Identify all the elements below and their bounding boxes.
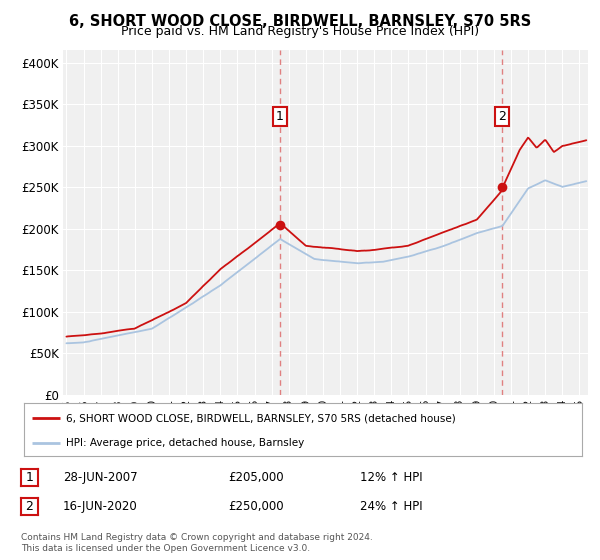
Text: 1: 1 bbox=[276, 110, 284, 123]
Text: Contains HM Land Registry data © Crown copyright and database right 2024.
This d: Contains HM Land Registry data © Crown c… bbox=[21, 533, 373, 553]
Text: 6, SHORT WOOD CLOSE, BIRDWELL, BARNSLEY, S70 5RS: 6, SHORT WOOD CLOSE, BIRDWELL, BARNSLEY,… bbox=[69, 14, 531, 29]
Text: 28-JUN-2007: 28-JUN-2007 bbox=[63, 470, 137, 484]
Text: HPI: Average price, detached house, Barnsley: HPI: Average price, detached house, Barn… bbox=[66, 438, 304, 448]
Text: £250,000: £250,000 bbox=[228, 500, 284, 514]
Text: Price paid vs. HM Land Registry's House Price Index (HPI): Price paid vs. HM Land Registry's House … bbox=[121, 25, 479, 38]
Text: 16-JUN-2020: 16-JUN-2020 bbox=[63, 500, 138, 514]
Text: £205,000: £205,000 bbox=[228, 470, 284, 484]
Text: 24% ↑ HPI: 24% ↑ HPI bbox=[360, 500, 422, 514]
Text: 2: 2 bbox=[25, 500, 34, 514]
Text: 1: 1 bbox=[25, 470, 34, 484]
Text: 6, SHORT WOOD CLOSE, BIRDWELL, BARNSLEY, S70 5RS (detached house): 6, SHORT WOOD CLOSE, BIRDWELL, BARNSLEY,… bbox=[66, 413, 455, 423]
Text: 2: 2 bbox=[498, 110, 506, 123]
Text: 12% ↑ HPI: 12% ↑ HPI bbox=[360, 470, 422, 484]
